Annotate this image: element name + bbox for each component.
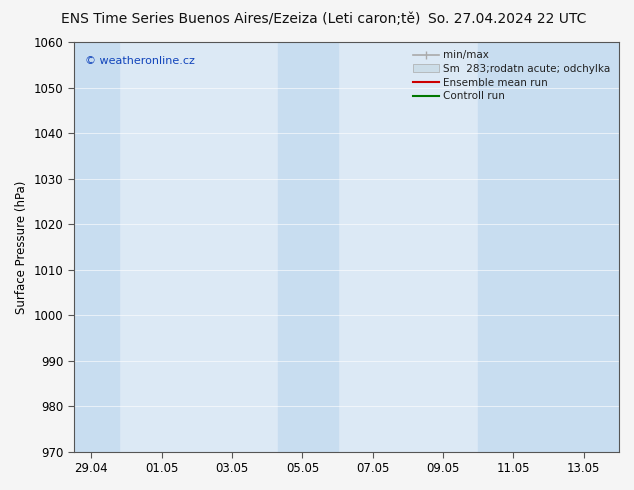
Bar <box>478 42 619 452</box>
Y-axis label: Surface Pressure (hPa): Surface Pressure (hPa) <box>15 180 28 314</box>
Text: © weatheronline.cz: © weatheronline.cz <box>84 56 195 66</box>
Bar <box>74 42 119 452</box>
Text: So. 27.04.2024 22 UTC: So. 27.04.2024 22 UTC <box>428 12 586 26</box>
Bar <box>278 42 337 452</box>
Legend: min/max, Sm  283;rodatn acute; odchylka, Ensemble mean run, Controll run: min/max, Sm 283;rodatn acute; odchylka, … <box>410 47 614 104</box>
Text: ENS Time Series Buenos Aires/Ezeiza (Leti caron;tě): ENS Time Series Buenos Aires/Ezeiza (Let… <box>61 12 420 26</box>
